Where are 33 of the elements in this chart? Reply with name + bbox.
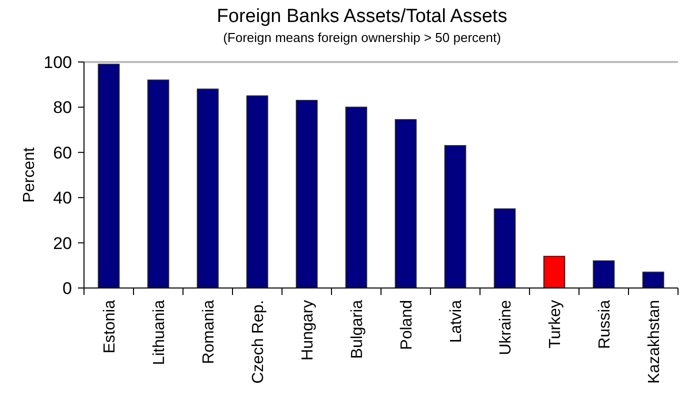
bar bbox=[444, 145, 466, 288]
bar bbox=[296, 100, 318, 288]
x-tick-label: Turkey bbox=[546, 300, 564, 348]
x-tick-label: Latvia bbox=[448, 300, 465, 343]
x-tick-label: Kazakhstan bbox=[646, 300, 663, 384]
bar bbox=[494, 208, 516, 288]
bar bbox=[543, 256, 566, 288]
x-tick-label: Bulgaria bbox=[348, 300, 366, 359]
x-tick-label: Czech Rep. bbox=[250, 300, 267, 384]
chart-subtitle: (Foreign means foreign ownership > 50 percent) bbox=[223, 30, 501, 45]
x-tick-label: Romania bbox=[200, 300, 218, 364]
x-tick-label: Ukraine bbox=[497, 300, 514, 356]
x-tick-label: Russia bbox=[596, 300, 614, 349]
bar bbox=[98, 64, 120, 288]
y-tick-label: 40 bbox=[53, 188, 72, 208]
y-tick-label: 80 bbox=[53, 98, 72, 118]
bar bbox=[345, 106, 368, 288]
y-axis-title: Percent bbox=[21, 146, 38, 203]
x-tick-label: Lithuania bbox=[150, 300, 168, 365]
x-tick-label: Estonia bbox=[101, 300, 118, 354]
y-tick-label: 100 bbox=[44, 52, 72, 72]
bar bbox=[592, 260, 615, 288]
bar bbox=[147, 80, 170, 288]
bar bbox=[196, 88, 219, 288]
chart-title: Foreign Banks Assets/Total Assets bbox=[216, 6, 508, 27]
bar bbox=[642, 272, 664, 288]
x-tick-label: Hungary bbox=[299, 300, 316, 360]
y-tick-label: 60 bbox=[53, 143, 72, 162]
x-tick-label: Poland bbox=[398, 300, 416, 350]
y-tick-label: 20 bbox=[53, 234, 72, 253]
y-tick-label: 0 bbox=[62, 278, 72, 298]
bar bbox=[394, 119, 417, 288]
bar bbox=[246, 95, 268, 288]
